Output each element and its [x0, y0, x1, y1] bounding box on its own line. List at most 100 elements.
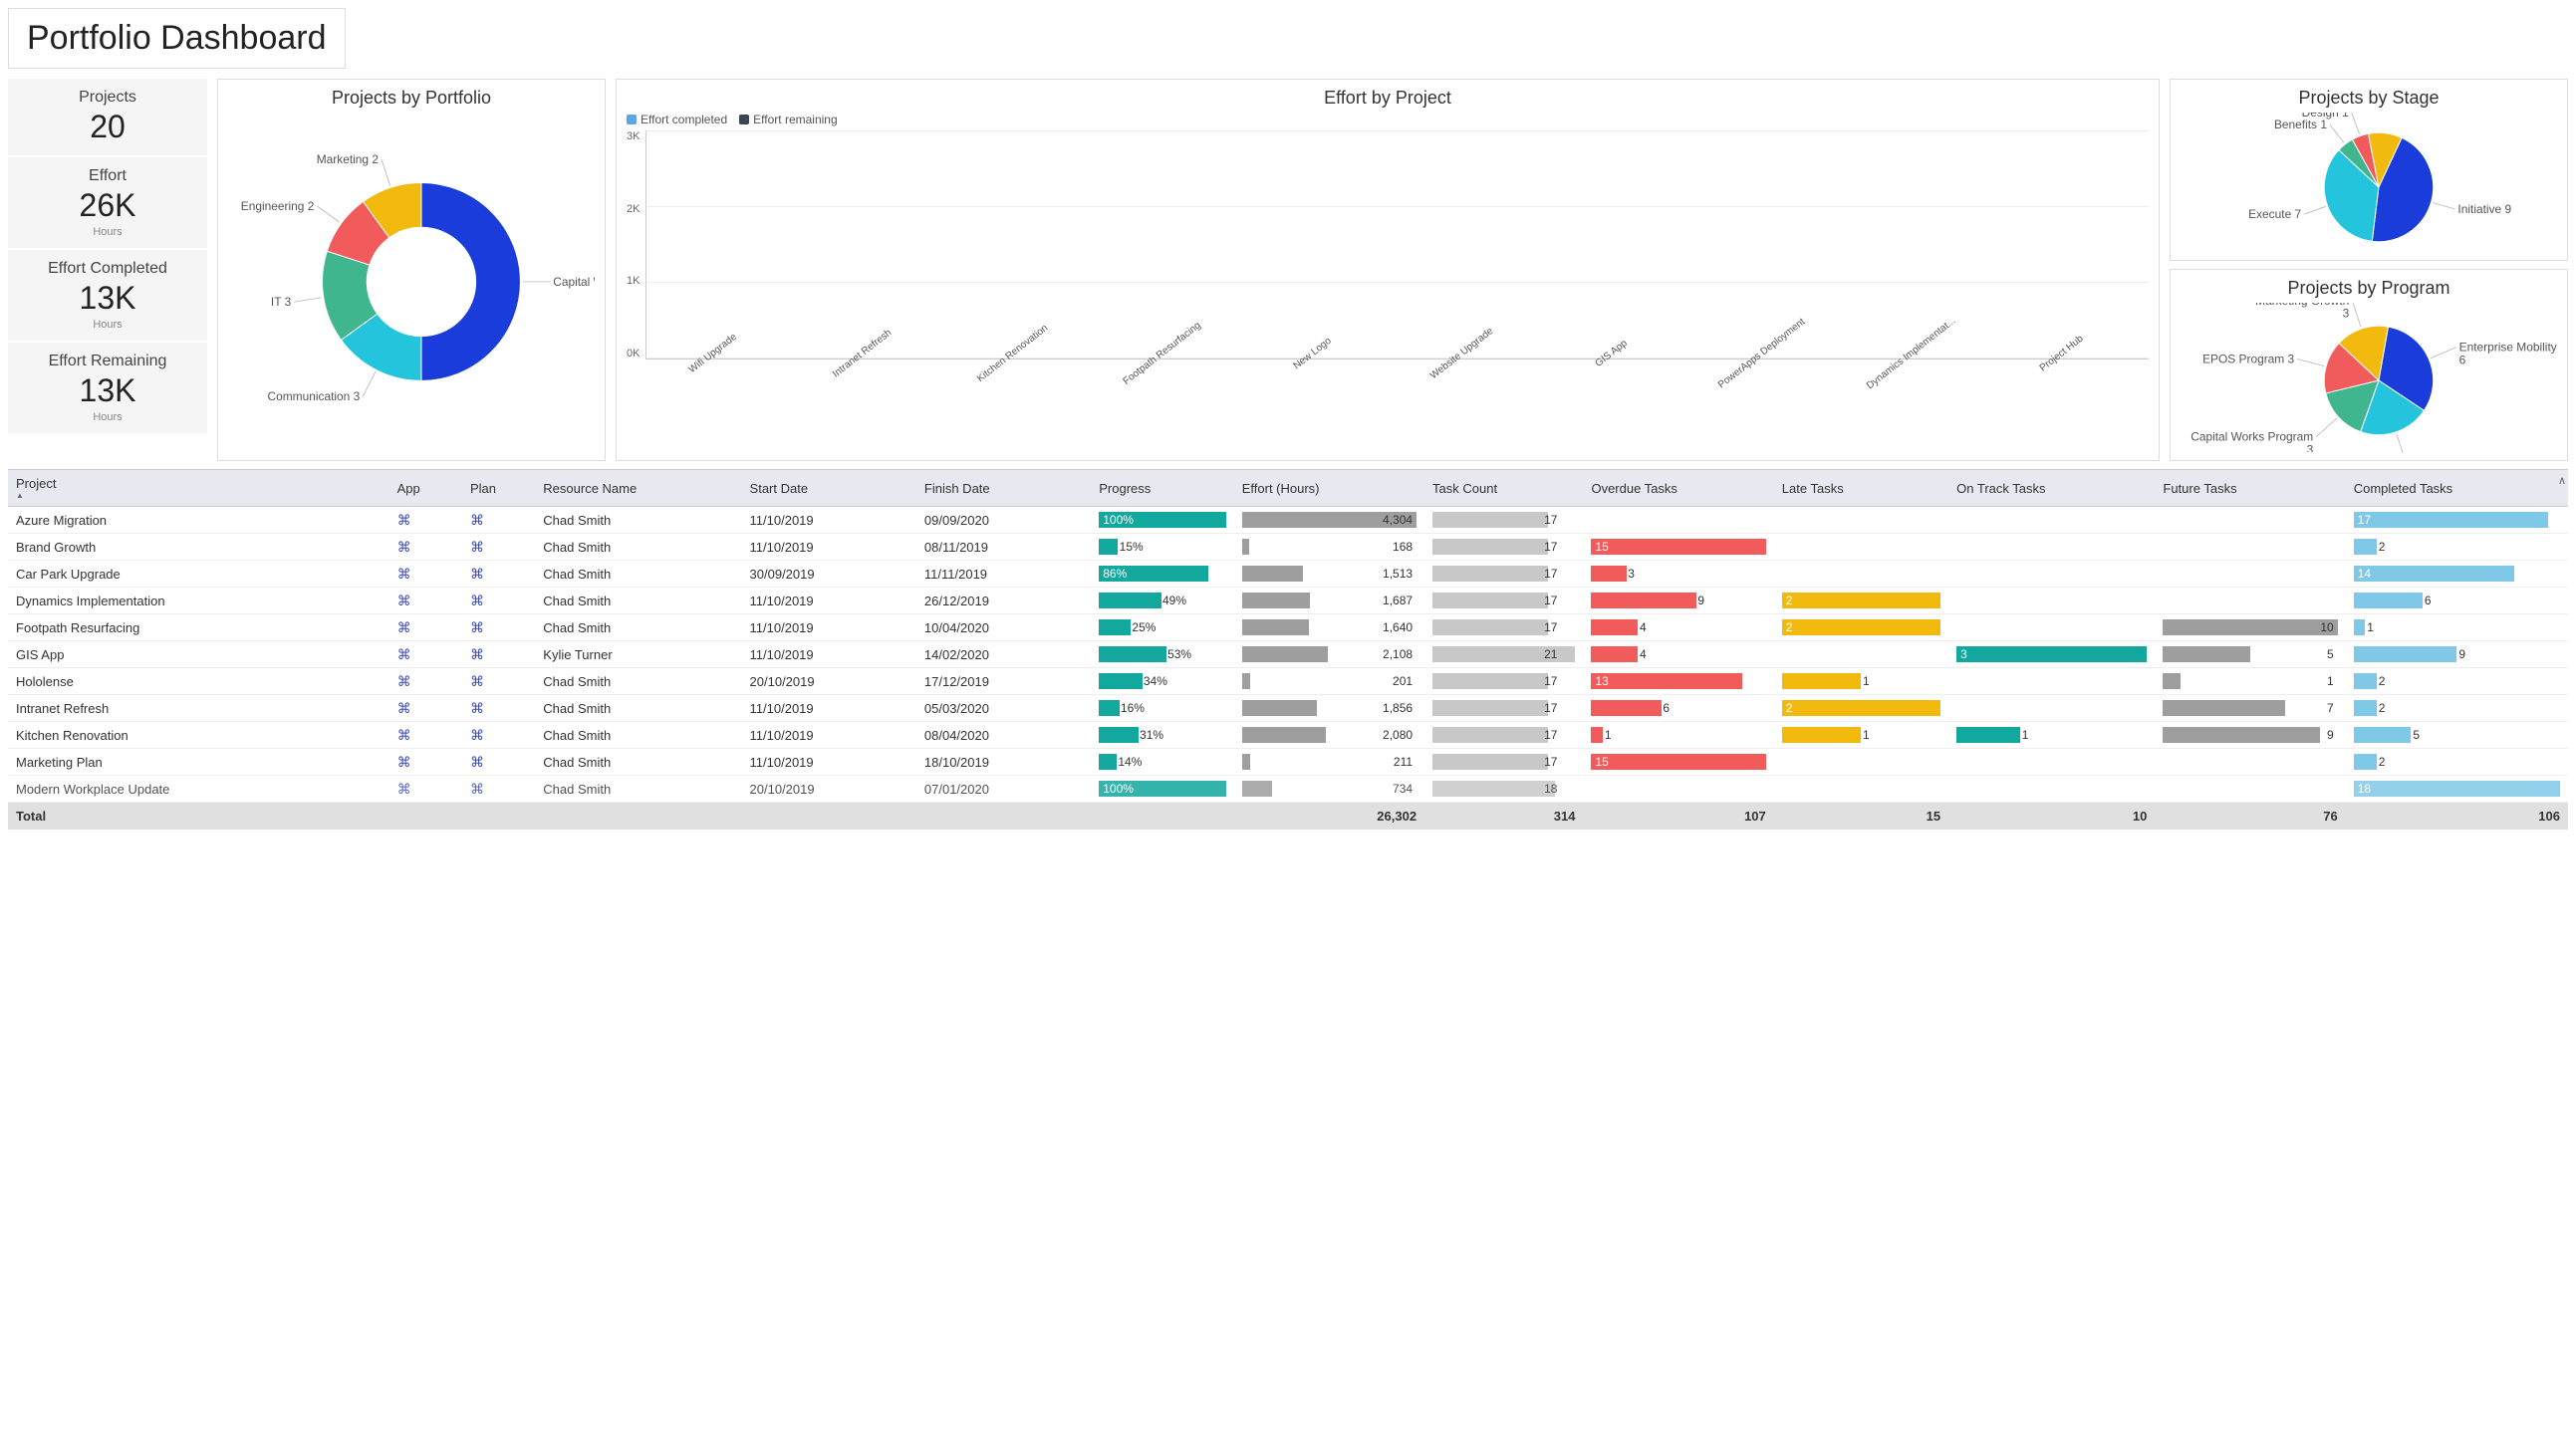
total-late: 15	[1774, 803, 1948, 831]
cell-app[interactable]: ⌘	[389, 722, 462, 749]
cell-late	[1774, 534, 1948, 561]
table-row[interactable]: Brand Growth ⌘ ⌘ Chad Smith 11/10/2019 0…	[8, 534, 2568, 561]
link-icon[interactable]: ⌘	[470, 646, 484, 662]
column-header[interactable]: Completed Tasks	[2346, 470, 2568, 507]
link-icon[interactable]: ⌘	[470, 781, 484, 797]
legend-swatch	[739, 115, 749, 124]
link-icon[interactable]: ⌘	[470, 539, 484, 555]
cell-plan[interactable]: ⌘	[462, 722, 535, 749]
table-row[interactable]: Hololense ⌘ ⌘ Chad Smith 20/10/2019 17/1…	[8, 668, 2568, 695]
cell-plan[interactable]: ⌘	[462, 588, 535, 614]
link-icon[interactable]: ⌘	[397, 512, 411, 528]
column-header[interactable]: Plan	[462, 470, 535, 507]
cell-progress: 53%	[1091, 641, 1233, 668]
cell-plan[interactable]: ⌘	[462, 641, 535, 668]
cell-start: 30/09/2019	[742, 561, 916, 588]
link-icon[interactable]: ⌘	[470, 566, 484, 582]
link-icon[interactable]: ⌘	[470, 619, 484, 635]
column-header[interactable]: On Track Tasks	[1948, 470, 2155, 507]
link-icon[interactable]: ⌘	[397, 673, 411, 689]
cell-plan[interactable]: ⌘	[462, 695, 535, 722]
cell-plan[interactable]: ⌘	[462, 749, 535, 776]
cell-app[interactable]: ⌘	[389, 641, 462, 668]
link-icon[interactable]: ⌘	[470, 593, 484, 608]
cell-resource: Kylie Turner	[535, 641, 741, 668]
cell-task: 17	[1424, 722, 1583, 749]
cell-app[interactable]: ⌘	[389, 534, 462, 561]
link-icon[interactable]: ⌘	[397, 619, 411, 635]
cell-app[interactable]: ⌘	[389, 588, 462, 614]
cell-app[interactable]: ⌘	[389, 749, 462, 776]
column-header[interactable]: Start Date	[742, 470, 916, 507]
cell-completed: 2	[2346, 534, 2568, 561]
link-icon[interactable]: ⌘	[397, 700, 411, 716]
cell-app[interactable]: ⌘	[389, 614, 462, 641]
link-icon[interactable]: ⌘	[470, 512, 484, 528]
column-header[interactable]: Project▲	[8, 470, 389, 507]
table-row[interactable]: Azure Migration ⌘ ⌘ Chad Smith 11/10/201…	[8, 507, 2568, 534]
cell-ontrack: 1	[1948, 722, 2155, 749]
table-row[interactable]: GIS App ⌘ ⌘ Kylie Turner 11/10/2019 14/0…	[8, 641, 2568, 668]
link-icon[interactable]: ⌘	[470, 754, 484, 770]
link-icon[interactable]: ⌘	[397, 539, 411, 555]
cell-plan[interactable]: ⌘	[462, 614, 535, 641]
link-icon[interactable]: ⌘	[397, 593, 411, 608]
donut-title: Projects by Portfolio	[228, 88, 595, 109]
cell-effort: 4,304	[1234, 507, 1424, 534]
column-header[interactable]: Resource Name	[535, 470, 741, 507]
pie-slice[interactable]	[421, 182, 520, 380]
cell-app[interactable]: ⌘	[389, 668, 462, 695]
link-icon[interactable]: ⌘	[397, 781, 411, 797]
link-icon[interactable]: ⌘	[470, 673, 484, 689]
cell-plan[interactable]: ⌘	[462, 507, 535, 534]
column-header[interactable]: Late Tasks	[1774, 470, 1948, 507]
link-icon[interactable]: ⌘	[397, 646, 411, 662]
column-header[interactable]: Task Count	[1424, 470, 1583, 507]
link-icon[interactable]: ⌘	[397, 754, 411, 770]
table-row[interactable]: Dynamics Implementation ⌘ ⌘ Chad Smith 1…	[8, 588, 2568, 614]
cell-start: 11/10/2019	[742, 534, 916, 561]
cell-app[interactable]: ⌘	[389, 507, 462, 534]
column-header[interactable]: Progress	[1091, 470, 1233, 507]
column-header[interactable]: Future Tasks	[2155, 470, 2345, 507]
table-row[interactable]: Footpath Resurfacing ⌘ ⌘ Chad Smith 11/1…	[8, 614, 2568, 641]
link-icon[interactable]: ⌘	[470, 700, 484, 716]
projects-table-wrap: ∧ Project▲AppPlanResource NameStart Date…	[8, 469, 2568, 830]
cell-plan[interactable]: ⌘	[462, 534, 535, 561]
cell-plan[interactable]: ⌘	[462, 668, 535, 695]
cell-completed: 2	[2346, 695, 2568, 722]
kpi-card-projects: Projects 20	[8, 79, 207, 155]
table-row[interactable]: Intranet Refresh ⌘ ⌘ Chad Smith 11/10/20…	[8, 695, 2568, 722]
scroll-up-icon[interactable]: ∧	[2558, 474, 2566, 487]
total-future: 76	[2155, 803, 2345, 831]
cell-plan[interactable]: ⌘	[462, 776, 535, 803]
table-row[interactable]: Car Park Upgrade ⌘ ⌘ Chad Smith 30/09/20…	[8, 561, 2568, 588]
column-header[interactable]: Effort (Hours)	[1234, 470, 1424, 507]
cell-app[interactable]: ⌘	[389, 695, 462, 722]
cell-resource: Chad Smith	[535, 561, 741, 588]
link-icon[interactable]: ⌘	[397, 727, 411, 743]
cell-plan[interactable]: ⌘	[462, 561, 535, 588]
column-header[interactable]: Overdue Tasks	[1583, 470, 1773, 507]
pie-label: IT 3	[271, 295, 292, 309]
kpi-card-effort-completed: Effort Completed 13K Hours	[8, 250, 207, 341]
cell-app[interactable]: ⌘	[389, 776, 462, 803]
link-icon[interactable]: ⌘	[397, 566, 411, 582]
column-header[interactable]: App	[389, 470, 462, 507]
link-icon[interactable]: ⌘	[470, 727, 484, 743]
donut-card: Projects by Portfolio Capital Works 10Co…	[217, 79, 606, 461]
cell-start: 11/10/2019	[742, 588, 916, 614]
page-title-box: Portfolio Dashboard	[8, 8, 346, 69]
table-row[interactable]: Marketing Plan ⌘ ⌘ Chad Smith 11/10/2019…	[8, 749, 2568, 776]
cell-progress: 31%	[1091, 722, 1233, 749]
cell-app[interactable]: ⌘	[389, 561, 462, 588]
cell-late	[1774, 749, 1948, 776]
table-row[interactable]: Modern Workplace Update ⌘ ⌘ Chad Smith 2…	[8, 776, 2568, 803]
column-header[interactable]: Finish Date	[916, 470, 1091, 507]
kpi-column: Projects 20 Effort 26K HoursEffort Compl…	[8, 79, 207, 461]
cell-late	[1774, 507, 1948, 534]
legend-item: Effort completed	[627, 113, 727, 126]
cell-progress: 25%	[1091, 614, 1233, 641]
table-row[interactable]: Kitchen Renovation ⌘ ⌘ Chad Smith 11/10/…	[8, 722, 2568, 749]
pie-label: Benefits 1	[2274, 118, 2327, 131]
